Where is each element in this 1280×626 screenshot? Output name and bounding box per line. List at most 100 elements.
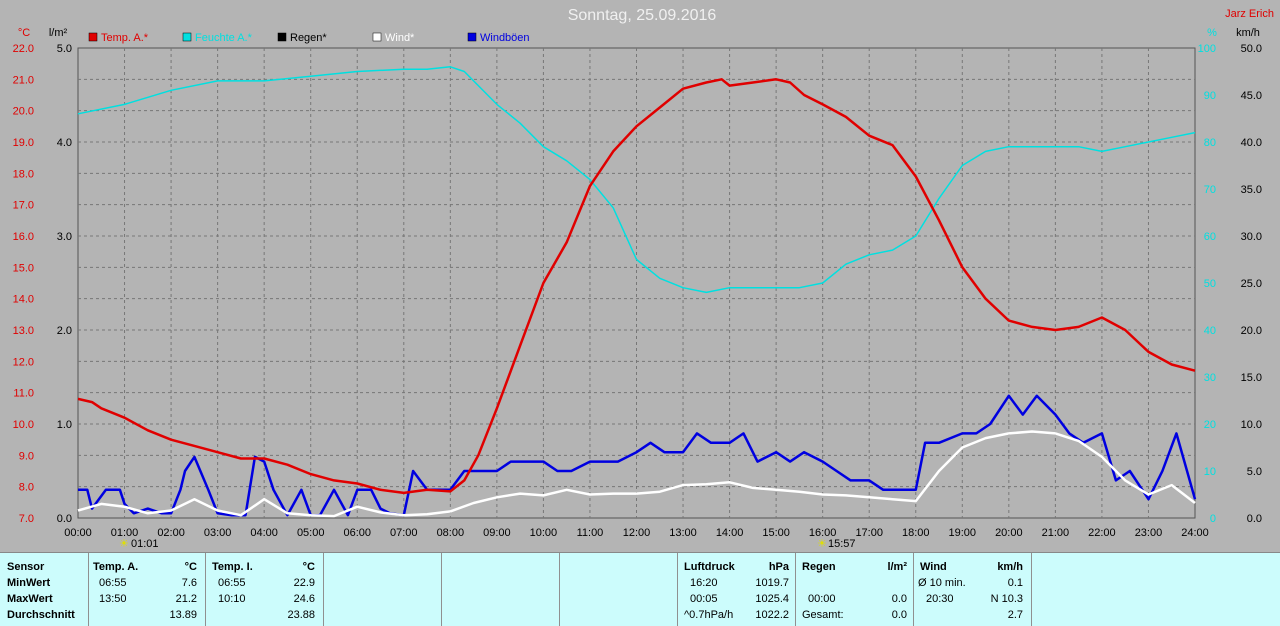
x-tick-label: 05:00: [297, 527, 325, 539]
weather-chart: 00:00 01:00 02:00 03:00 04:00 05:00 06:00 07:00…: [13, 7, 1274, 550]
y-tick-temp: 9.0: [19, 450, 34, 462]
y-tick-rain: 3.0: [57, 231, 72, 243]
y-tick-humidity: 70: [1204, 184, 1216, 196]
pressure-min-time: 16:20: [690, 577, 718, 589]
x-tick-label: 04:00: [250, 527, 278, 539]
unit-temp: °C: [18, 27, 30, 39]
series-layer: [77, 66, 1197, 518]
y-tick-temp: 16.0: [13, 231, 34, 243]
table-col-rain: Regen l/m² 00:00 0.0 Gesamt: 0.0: [796, 553, 914, 626]
temp-i-min-val: 22.9: [293, 577, 315, 589]
legend-swatch-wind: [372, 32, 382, 42]
x-tick-label: 09:00: [483, 527, 511, 539]
temp-i-avg-val: 23.88: [287, 609, 315, 621]
legend-swatch-humidity: [182, 32, 192, 42]
y-tick-temp: 8.0: [19, 482, 34, 494]
temp-a-avg-val: 13.89: [169, 609, 197, 621]
x-tick-label: 20:00: [995, 527, 1023, 539]
x-tick-label: 22:00: [1088, 527, 1116, 539]
temp-a-header: Temp. A.: [93, 561, 139, 573]
x-tick-label: 11:00: [577, 527, 604, 539]
y-tick-rain: 5.0: [57, 43, 72, 55]
series-line-wind: [77, 430, 1196, 518]
sunrise-marker: ☀ 01:01: [119, 538, 159, 550]
y-tick-humidity: 100: [1198, 43, 1216, 55]
rain-max-val: 0.0: [891, 593, 907, 605]
legend-label-humidity: Feuchte A.*: [195, 32, 253, 44]
x-tick-label: 07:00: [390, 527, 418, 539]
y-tick-humidity: 90: [1204, 90, 1216, 102]
y-tick-temp: 18.0: [13, 168, 34, 180]
table-col-pressure: Luftdruck hPa 16:20 1019.7 00:05 1025.4 …: [678, 553, 796, 626]
x-tick-label: 01:00: [111, 527, 139, 539]
sunset-marker: ☀ 15:57: [817, 538, 856, 550]
row-label-max: MaxWert: [7, 593, 53, 605]
temp-a-max-val: 21.2: [175, 593, 197, 605]
wind-avg-val: 2.7: [1007, 609, 1023, 621]
sunrise-label: 01:01: [131, 538, 159, 550]
wind-avg10-label: Ø 10 min.: [918, 577, 966, 589]
wind-avg10-val: 0.1: [1007, 577, 1023, 589]
legend-label-rain: Regen*: [290, 32, 327, 44]
y-tick-humidity: 0: [1210, 513, 1216, 525]
legend-swatch-gusts: [467, 32, 477, 42]
station-name: Jarz Erich: [1225, 8, 1274, 20]
x-tick-label: 03:00: [204, 527, 232, 539]
series-line-gusts: [78, 394, 1197, 517]
y-tick-temp: 15.0: [13, 262, 34, 274]
y-tick-temp: 20.0: [13, 106, 34, 118]
x-tick-label: 08:00: [437, 527, 465, 539]
legend-label-wind: Wind*: [385, 32, 415, 44]
table-col-empty-2: [442, 553, 560, 626]
y-tick-wind: 50.0: [1241, 43, 1262, 55]
rain-max-time: 00:00: [808, 593, 836, 605]
x-tick-label: 21:00: [1042, 527, 1070, 539]
x-tick-label: 19:00: [949, 527, 977, 539]
unit-rain: l/m²: [49, 27, 68, 39]
y-tick-wind: 0.0: [1247, 513, 1262, 525]
pressure-trend: ^0.7hPa/h: [684, 609, 734, 621]
wind-max-val: N 10.3: [990, 593, 1023, 605]
temp-i-unit: °C: [302, 561, 315, 573]
table-col-sensor: Sensor MinWert MaxWert Durchschnitt: [0, 553, 89, 626]
temp-i-header: Temp. I.: [212, 561, 253, 573]
y-tick-wind: 40.0: [1241, 137, 1262, 149]
y-tick-rain: 0.0: [57, 513, 72, 525]
row-label-min: MinWert: [7, 577, 51, 589]
legend-label-temp: Temp. A.*: [101, 32, 149, 44]
axes: 00:00 01:00 02:00 03:00 04:00 05:00 06:00 07:00…: [13, 43, 1262, 539]
x-tick-label: 00:00: [64, 527, 92, 539]
legend-label-gusts: Windböen: [480, 32, 530, 44]
y-tick-temp: 19.0: [13, 137, 34, 149]
series-line-humidity: [77, 66, 1196, 294]
rain-header: Regen: [802, 561, 836, 573]
temp-a-min-time: 06:55: [99, 577, 127, 589]
y-tick-temp: 14.0: [13, 294, 34, 306]
y-tick-rain: 2.0: [57, 325, 72, 337]
table-col-empty-1: [324, 553, 442, 626]
unit-wind: km/h: [1236, 27, 1260, 39]
y-tick-temp: 11.0: [13, 388, 34, 400]
temp-a-max-time: 13:50: [99, 593, 127, 605]
x-tick-label: 24:00: [1181, 527, 1209, 539]
x-tick-label: 12:00: [623, 527, 651, 539]
wind-unit: km/h: [997, 561, 1023, 573]
y-tick-temp: 21.0: [13, 74, 34, 86]
x-tick-label: 23:00: [1135, 527, 1163, 539]
y-tick-temp: 10.0: [13, 419, 34, 431]
x-tick-label: 06:00: [343, 527, 371, 539]
y-tick-wind: 20.0: [1241, 325, 1262, 337]
temp-i-max-time: 10:10: [218, 593, 246, 605]
temp-i-max-val: 24.6: [293, 593, 315, 605]
table-col-wind: Wind km/h Ø 10 min. 0.1 20:30 N 10.3 2.7: [914, 553, 1032, 626]
y-tick-wind: 35.0: [1241, 184, 1262, 196]
temp-i-min-time: 06:55: [218, 577, 246, 589]
y-tick-wind: 30.0: [1241, 231, 1262, 243]
y-tick-temp: 17.0: [13, 200, 34, 212]
wind-max-time: 20:30: [926, 593, 954, 605]
y-tick-temp: 7.0: [19, 513, 34, 525]
sensor-header: Sensor: [7, 561, 45, 573]
pressure-avg-val: 1022.2: [755, 609, 789, 621]
pressure-header: Luftdruck: [684, 561, 735, 573]
temp-a-unit: °C: [184, 561, 197, 573]
